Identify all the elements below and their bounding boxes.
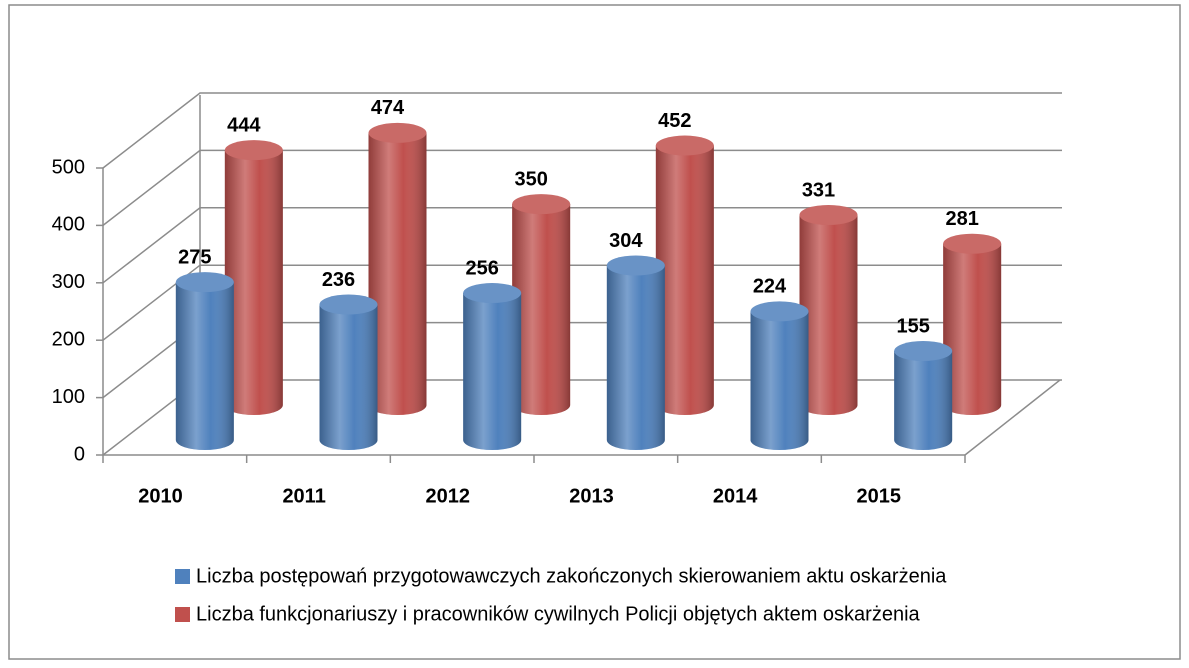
bar-shade	[894, 351, 953, 450]
data-label: 331	[802, 179, 835, 201]
bar-top	[799, 205, 858, 226]
data-label: 275	[178, 246, 211, 268]
bar-shade	[224, 150, 283, 416]
bar-top-shade	[799, 205, 858, 226]
bar-top	[368, 122, 427, 143]
grid-line	[102, 264, 1062, 341]
bar-top-shade	[368, 122, 427, 143]
data-label: 224	[753, 276, 787, 298]
bar-shade	[512, 204, 571, 415]
legend-label: Liczba postępowań przygotowawczych zakoń…	[196, 565, 947, 587]
bar-shade	[655, 145, 714, 415]
bar-top	[750, 301, 809, 322]
bar-top	[894, 341, 953, 362]
x-tick-label: 2013	[569, 485, 614, 507]
bar-top-shade	[606, 255, 665, 276]
bar-top-shade	[750, 301, 809, 322]
bar-top	[606, 255, 665, 276]
bar-shade	[799, 215, 858, 415]
bar-shade	[943, 243, 1002, 415]
bar-shade	[319, 304, 378, 450]
bar-top	[655, 135, 714, 156]
x-tick-label: 2011	[282, 485, 325, 507]
data-label: 444	[227, 114, 261, 136]
bar-top-shade	[655, 135, 714, 156]
bar-top	[463, 283, 522, 304]
x-tick-label: 2014	[713, 485, 758, 507]
bar-top	[512, 194, 571, 215]
bar-shade	[368, 132, 427, 415]
grid-line	[102, 92, 1062, 169]
data-label: 155	[896, 315, 929, 337]
bar-shade	[606, 265, 665, 450]
bar-top-shade	[943, 233, 1002, 254]
bar-top	[943, 233, 1002, 254]
bar-top-shade	[463, 283, 522, 304]
grid-line	[102, 149, 1062, 226]
bar-top	[175, 272, 234, 293]
bar-top-shade	[175, 272, 234, 293]
data-label: 474	[371, 97, 405, 119]
data-label: 281	[945, 208, 978, 230]
data-label: 304	[609, 230, 643, 252]
grid-line	[102, 207, 1062, 284]
bar-top-shade	[224, 140, 283, 161]
bar-top	[319, 294, 378, 315]
legend-label: Liczba funkcjonariuszy i pracowników cyw…	[196, 603, 921, 625]
y-tick-label: 100	[52, 386, 85, 408]
data-label: 256	[465, 257, 498, 279]
y-tick-label: 200	[52, 328, 85, 350]
bar-top-shade	[512, 194, 571, 215]
bar-top-shade	[894, 341, 953, 362]
y-tick-label: 300	[52, 271, 85, 293]
y-tick-label: 500	[52, 156, 85, 178]
bar-top-shade	[319, 294, 378, 315]
bar-top	[224, 140, 283, 161]
bar-shade	[463, 293, 522, 450]
bar-shade	[175, 282, 234, 450]
x-tick-label: 2012	[426, 485, 471, 507]
legend-swatch	[175, 569, 190, 584]
y-tick-label: 400	[52, 214, 85, 236]
bar-shade	[750, 311, 809, 450]
data-label: 452	[658, 110, 691, 132]
x-tick-label: 2015	[857, 485, 902, 507]
data-label: 236	[322, 269, 355, 291]
legend-swatch	[175, 607, 190, 622]
x-tick-label: 2010	[138, 485, 183, 507]
data-label: 350	[514, 168, 547, 190]
y-tick-label: 0	[74, 443, 85, 465]
